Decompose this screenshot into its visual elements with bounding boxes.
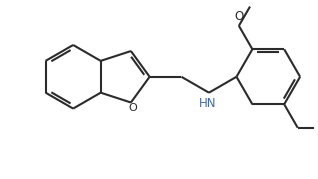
- Text: O: O: [128, 103, 137, 113]
- Text: O: O: [234, 10, 244, 23]
- Text: HN: HN: [199, 97, 216, 110]
